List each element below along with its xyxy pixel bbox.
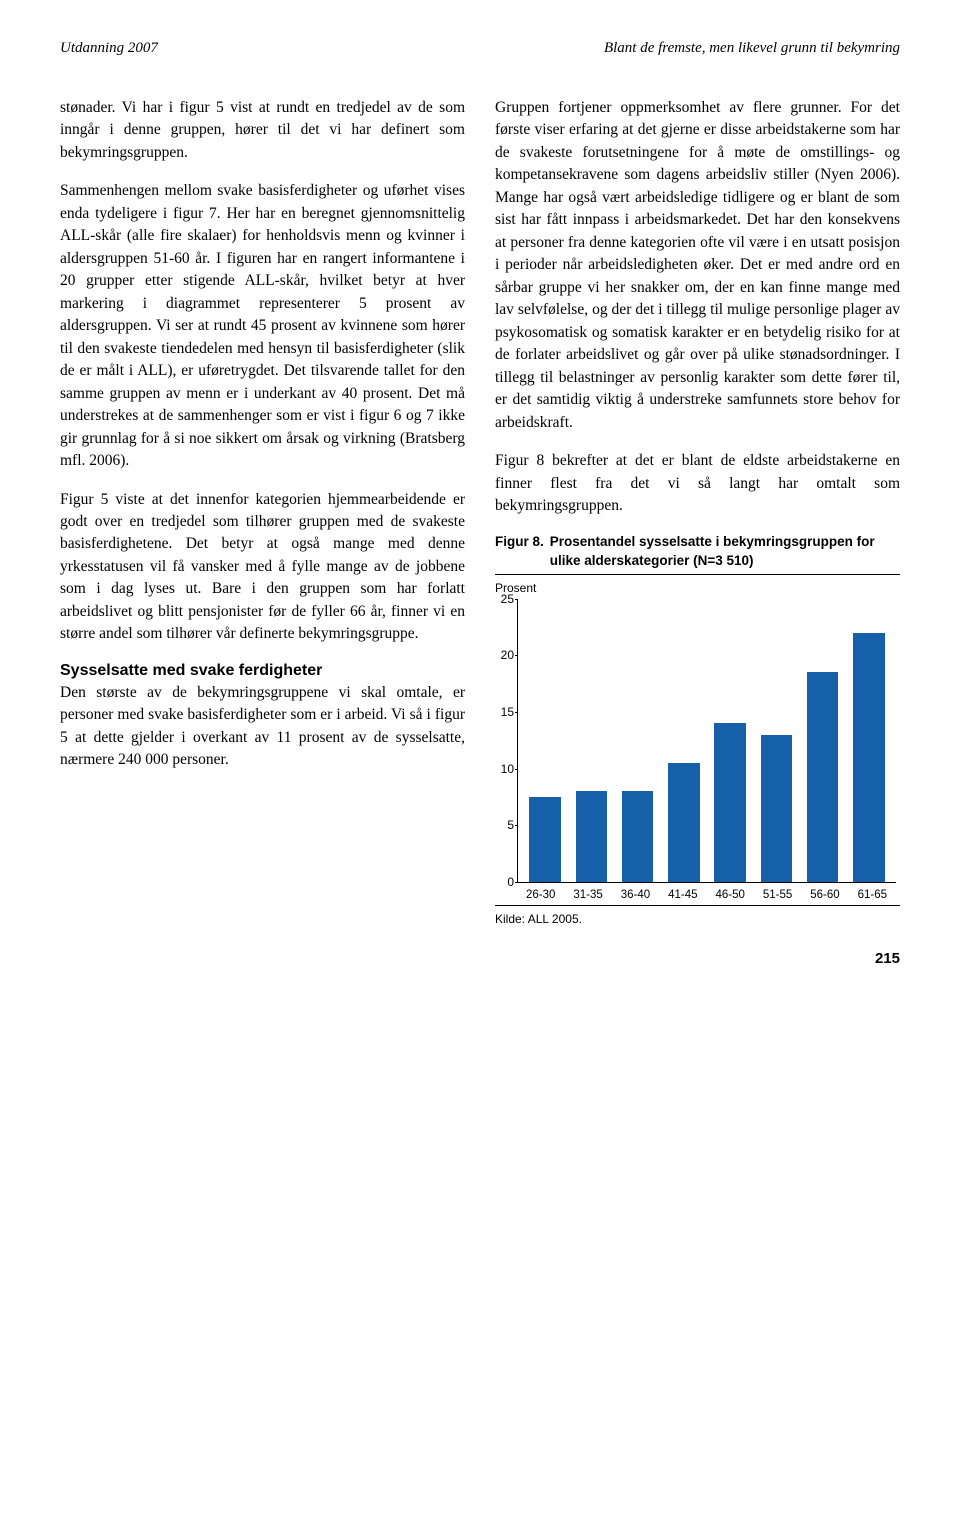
bar [576,791,607,882]
y-tick-label: 5 [496,818,514,832]
bar [622,791,653,882]
bar [807,672,838,881]
y-tick-mark [515,712,518,713]
paragraph: Sammenhengen mellom svake basisferdighet… [60,180,465,472]
bar-slot [568,599,614,882]
paragraph: stønader. Vi har i figur 5 vist at rundt… [60,97,465,164]
figure-caption: Figur 8. Prosentandel sysselsatte i beky… [495,533,900,569]
y-tick-mark [515,599,518,600]
paragraph: Figur 5 viste at det innenfor kategorien… [60,489,465,646]
figure-label: Figur 8. [495,533,550,569]
bar [853,633,884,882]
y-tick-mark [515,769,518,770]
bar [761,735,792,882]
bar-slot [707,599,753,882]
x-tick-label: 56-60 [801,889,848,901]
x-tick-label: 61-65 [849,889,896,901]
figure-source: Kilde: ALL 2005. [495,912,900,926]
header-right: Blant de fremste, men likevel grunn til … [604,40,900,57]
left-column: stønader. Vi har i figur 5 vist at rundt… [60,97,465,926]
bar-slot [846,599,892,882]
paragraph: Figur 8 bekrefter at det er blant de eld… [495,450,900,517]
x-tick-label: 36-40 [612,889,659,901]
x-tick-label: 26-30 [517,889,564,901]
x-tick-label: 46-50 [707,889,754,901]
bar [714,723,745,881]
x-tick-label: 51-55 [754,889,801,901]
bar-chart: Prosent 0510152025 26-3031-3536-4041-454… [495,581,900,901]
bar [529,797,560,882]
subheading: Sysselsatte med svake ferdigheter [60,662,465,680]
x-axis-labels: 26-3031-3536-4041-4546-5051-5556-6061-65 [517,889,896,901]
y-tick-label: 10 [496,762,514,776]
bar-slot [753,599,799,882]
y-tick-label: 25 [496,592,514,606]
y-tick-mark [515,655,518,656]
paragraph: Den største av de bekymringsgruppene vi … [60,682,465,772]
bars-container [518,599,896,882]
y-tick-label: 0 [496,875,514,889]
bar-slot [800,599,846,882]
x-tick-label: 41-45 [659,889,706,901]
figure-title: Prosentandel sysselsatte i bekymringsgru… [550,533,900,569]
y-tick-label: 20 [496,648,514,662]
bar-slot [522,599,568,882]
figure-rule-bottom [495,905,900,906]
paragraph: Gruppen fortjener oppmerksomhet av flere… [495,97,900,434]
y-tick-mark [515,882,518,883]
bar-slot [661,599,707,882]
x-tick-label: 31-35 [564,889,611,901]
bar-slot [615,599,661,882]
page-header: Utdanning 2007 Blant de fremste, men lik… [60,40,900,57]
figure-rule-top [495,574,900,575]
page-number: 215 [60,950,900,967]
y-tick-mark [515,825,518,826]
right-column: Gruppen fortjener oppmerksomhet av flere… [495,97,900,926]
header-left: Utdanning 2007 [60,40,158,57]
y-tick-label: 15 [496,705,514,719]
bar [668,763,699,882]
plot-area: 0510152025 [517,599,896,883]
